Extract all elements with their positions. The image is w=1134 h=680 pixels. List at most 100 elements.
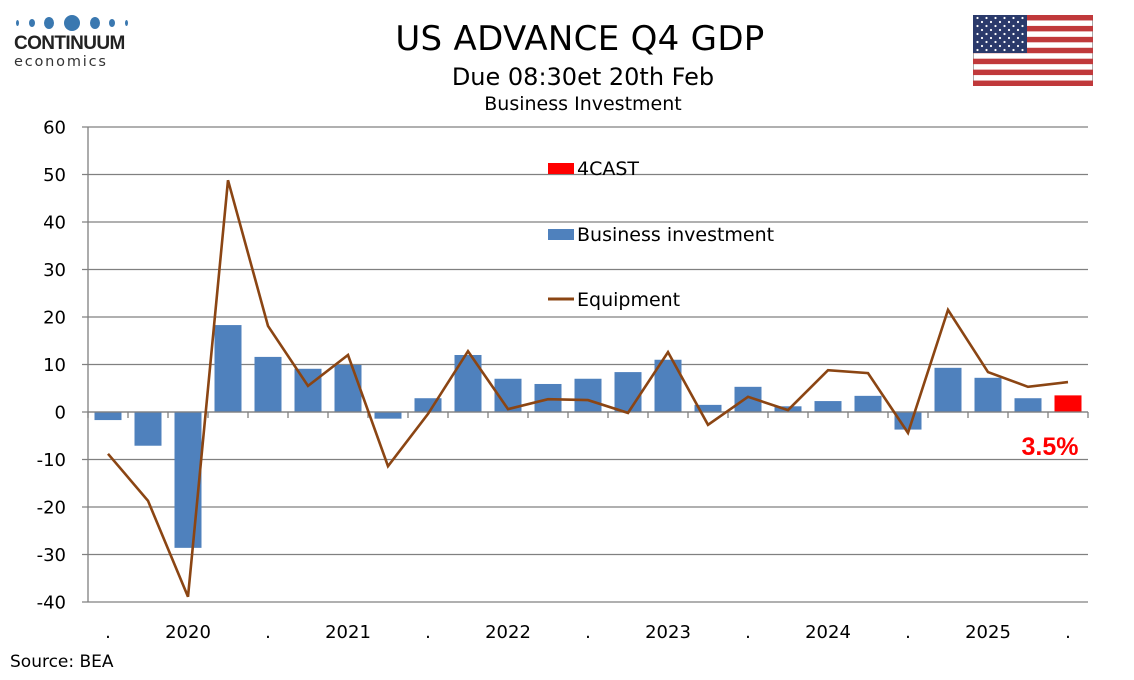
flag-star [1007, 44, 1011, 48]
flag-stripe [973, 15, 1093, 21]
flag-star [1012, 16, 1015, 20]
business-investment-bar [1014, 398, 1042, 412]
business-investment-bar [254, 356, 282, 412]
business-investment-bar [814, 401, 842, 412]
flag-star [1021, 48, 1024, 52]
flag-star [1003, 16, 1006, 20]
flag-stripe [973, 47, 1093, 54]
flag-star [989, 28, 993, 32]
flag-stripe [973, 36, 1093, 43]
flag-star [1003, 24, 1006, 28]
flag-stripe [973, 80, 1093, 86]
flag-star [994, 48, 997, 52]
axes [87, 127, 1089, 602]
y-tick-label: -20 [37, 498, 66, 519]
business-investment-bar [374, 412, 402, 419]
flag-star [998, 36, 1002, 40]
x-tick-label: 2021 [325, 622, 371, 643]
flag-star [1021, 40, 1024, 44]
flag-star [976, 40, 979, 44]
chart-title: US ADVANCE Q4 GDP [395, 19, 765, 59]
flag-star [1007, 36, 1011, 40]
forecast-label: 3.5% [1022, 433, 1079, 461]
legend: 4CAST Business investment Equipment [548, 158, 774, 311]
business-investment-bar [334, 364, 362, 412]
flag-stripe [973, 58, 1093, 65]
flag-star [994, 40, 997, 44]
flag-star [985, 16, 988, 20]
business-investment-bar [574, 378, 602, 412]
logo-text-economics: economics [14, 54, 108, 70]
flag-star [989, 36, 993, 40]
flag-star [1021, 24, 1024, 28]
business-investment-bar [854, 395, 882, 412]
flag-star [1012, 24, 1015, 28]
business-investment-bar [134, 412, 162, 446]
flag-stripe [973, 25, 1093, 32]
flag-star [1003, 32, 1006, 36]
legend-swatch-business-investment [548, 229, 574, 240]
equipment-line-group [107, 179, 1069, 598]
flag-stripe [973, 69, 1093, 76]
x-tick-label: . [105, 622, 111, 643]
flag-star [980, 36, 984, 40]
legend-swatch-4cast [548, 163, 574, 174]
y-axis-labels: 60 50 40 30 20 10 0 -10 -20 -30 -40 [37, 118, 66, 614]
annotations: 3.5% [1022, 433, 1079, 461]
flag-star [989, 44, 993, 48]
business-investment-bar [894, 412, 922, 430]
y-tick-label: 20 [43, 308, 66, 329]
x-axis-labels: . 2020. 2021. 2022. 2023. 2024. 2025. [105, 622, 1071, 643]
x-tick-label: . [585, 622, 591, 643]
source-note: Source: BEA [10, 652, 114, 672]
business-investment-bar [294, 368, 322, 412]
x-tick-label: . [265, 622, 271, 643]
bars [94, 325, 1082, 548]
x-tick-label: 2022 [485, 622, 531, 643]
y-tick-label: 60 [43, 118, 66, 139]
y-tick-label: 40 [43, 213, 66, 234]
business-investment-bar [974, 377, 1002, 412]
flag-star [1003, 40, 1006, 44]
flag-star [994, 24, 997, 28]
flag-star [994, 32, 997, 36]
us-flag-icon [973, 15, 1093, 86]
flag-star [1007, 20, 1011, 24]
x-tick-label: 2020 [165, 622, 211, 643]
legend-label: Equipment [577, 289, 680, 311]
flag-star [976, 32, 979, 36]
business-investment-bar [214, 325, 242, 412]
flag-star [1007, 28, 1011, 32]
y-tick-label: 50 [43, 165, 66, 186]
y-tick-label: 10 [43, 355, 66, 376]
forecast-bar [1054, 395, 1082, 412]
flag-star [985, 32, 988, 36]
x-tick-label: . [425, 622, 431, 643]
flag-star [1003, 48, 1006, 52]
flag-star [980, 44, 984, 48]
business-investment-bar [94, 412, 122, 421]
flag-star [989, 20, 993, 24]
logo-dots-icon [14, 14, 130, 32]
flag-star [1016, 28, 1020, 32]
business-investment-bar [934, 367, 962, 412]
y-tick-label: -40 [37, 593, 66, 614]
flag-star [1021, 16, 1024, 20]
x-tick-label: . [905, 622, 911, 643]
y-tick-label: -30 [37, 545, 66, 566]
chart-subtitle: Due 08:30et 20th Feb [451, 63, 715, 91]
x-tick-label: . [745, 622, 751, 643]
legend-label: Business investment [577, 224, 774, 246]
flag-star [998, 28, 1002, 32]
y-tick-label: 30 [43, 260, 66, 281]
business-investment-bar [614, 372, 642, 412]
flag-star [1016, 44, 1020, 48]
y-tick-label: -10 [37, 450, 66, 471]
flag-star [1021, 32, 1024, 36]
x-tick-label: . [1065, 622, 1071, 643]
flag-star [980, 20, 984, 24]
x-tick-label: 2023 [645, 622, 691, 643]
flag-star [1012, 48, 1015, 52]
continuum-logo: CONTINUUM economics [14, 14, 130, 70]
